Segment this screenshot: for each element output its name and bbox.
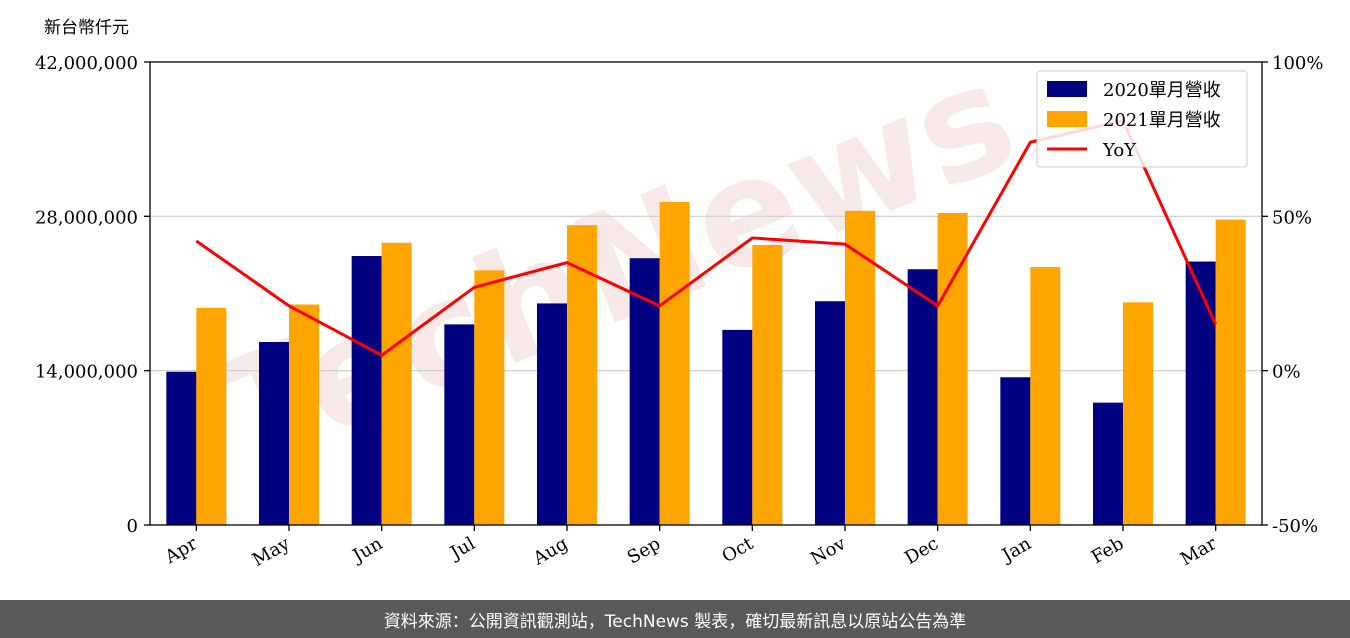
right-tick-label: 0% xyxy=(1272,362,1301,383)
bar-2020-oct xyxy=(722,329,753,525)
x-tick-label: Apr xyxy=(161,533,201,568)
bar-2020-dec xyxy=(907,269,938,525)
bar-2020-jul xyxy=(444,324,475,525)
bar-2021-may xyxy=(289,304,319,525)
legend-swatch xyxy=(1047,81,1087,97)
bar-2020-aug xyxy=(537,303,567,525)
bar-2020-may xyxy=(259,342,289,525)
bar-2021-feb xyxy=(1123,302,1153,525)
legend-box xyxy=(1036,70,1248,168)
legend-label: YoY xyxy=(1102,140,1137,161)
bar-2020-apr xyxy=(166,371,197,525)
bar-2021-oct xyxy=(752,244,783,525)
bar-2021-dec xyxy=(937,213,968,525)
bar-2021-sep xyxy=(659,202,690,525)
x-tick-label: Jun xyxy=(348,533,387,568)
legend-label: 2020單月營收 xyxy=(1103,80,1221,101)
bars xyxy=(166,202,1246,526)
x-tick-label: Jul xyxy=(445,533,479,565)
x-tick-label: Sep xyxy=(624,533,664,568)
legend-label: 2021單月營收 xyxy=(1103,110,1221,131)
right-tick-label: -50% xyxy=(1272,516,1318,537)
right-tick-label: 100% xyxy=(1272,53,1323,74)
bar-2020-feb xyxy=(1093,402,1123,525)
bar-2020-mar xyxy=(1185,261,1216,525)
bar-2021-jul xyxy=(474,270,505,525)
right-tick-label: 50% xyxy=(1272,207,1312,228)
left-tick-label: 14,000,000 xyxy=(35,362,138,383)
y-unit-label: 新台幣仟元 xyxy=(44,18,129,38)
x-tick-label: Aug xyxy=(529,533,572,570)
left-tick-label: 0 xyxy=(127,516,138,537)
bar-2021-mar xyxy=(1215,219,1246,525)
x-tick-label: Oct xyxy=(719,533,758,568)
left-tick-label: 28,000,000 xyxy=(35,207,138,228)
source-footer: 資料來源：公開資訊觀測站，TechNews 製表，確切最新訊息以原站公告為準 xyxy=(0,600,1350,638)
bar-2020-nov xyxy=(815,301,845,525)
revenue-chart: TechNews 014,000,00028,000,00042,000,000… xyxy=(35,18,1324,571)
x-tick-label: Dec xyxy=(901,533,942,569)
bar-2021-nov xyxy=(845,210,875,526)
bar-2021-jun xyxy=(381,242,412,526)
bar-2020-jun xyxy=(351,256,382,525)
bar-2021-apr xyxy=(196,307,227,525)
legend: 2020單月營收 2021單月營收 YoY xyxy=(1036,70,1248,168)
plot-frame xyxy=(149,61,1263,526)
gridlines xyxy=(150,215,1262,372)
x-tick-label: Feb xyxy=(1088,533,1128,568)
x-tick-label: Mar xyxy=(1177,533,1221,570)
x-tick-label: Nov xyxy=(807,533,850,570)
legend-swatch xyxy=(1047,111,1087,127)
left-tick-label: 42,000,000 xyxy=(35,53,138,74)
x-tick-label: Jan xyxy=(997,533,1035,567)
bar-2020-jan xyxy=(1000,377,1031,525)
bar-2021-jan xyxy=(1030,267,1061,525)
source-text: 資料來源：公開資訊觀測站，TechNews 製表，確切最新訊息以原站公告為準 xyxy=(383,611,967,632)
x-tick-label: May xyxy=(249,533,294,571)
